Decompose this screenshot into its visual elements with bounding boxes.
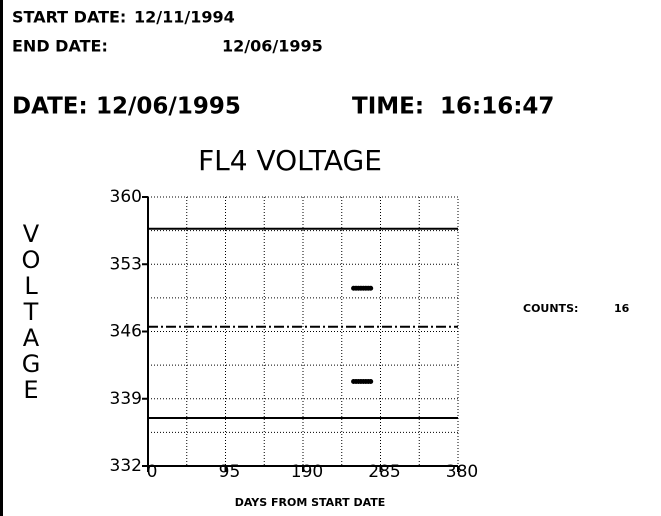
y-axis-label: VOLTAGE: [17, 220, 45, 402]
date-label: DATE:: [12, 94, 88, 120]
x-tick-label: 190: [291, 462, 323, 482]
end-label: END DATE:: [12, 37, 108, 56]
x-tick-label: 285: [368, 462, 400, 482]
y-tick-label: 346: [110, 322, 142, 342]
time-label: TIME:: [352, 94, 424, 120]
data-point: [368, 378, 374, 384]
x-axis-label: DAYS FROM START DATE: [235, 496, 386, 509]
chart-title: FL4 VOLTAGE: [198, 144, 382, 177]
counts-label: COUNTS:: [523, 302, 578, 315]
start-date: 12/11/1994: [134, 8, 235, 27]
y-tick-label: 360: [110, 187, 142, 207]
time: 16:16:47: [440, 94, 554, 120]
start-label: START DATE:: [12, 8, 126, 27]
end-date: 12/06/1995: [222, 37, 323, 56]
y-tick-label: 339: [110, 389, 142, 409]
counts-value: 16: [614, 302, 630, 315]
y-tick-label: 332: [110, 456, 142, 476]
data-point: [368, 285, 374, 291]
y-tick-label: 353: [110, 254, 142, 274]
date: 12/06/1995: [96, 94, 241, 120]
x-tick-label: 0: [147, 462, 158, 482]
x-tick-label: 380: [446, 462, 478, 482]
left-border: [0, 0, 3, 516]
x-tick-label: 95: [219, 462, 241, 482]
